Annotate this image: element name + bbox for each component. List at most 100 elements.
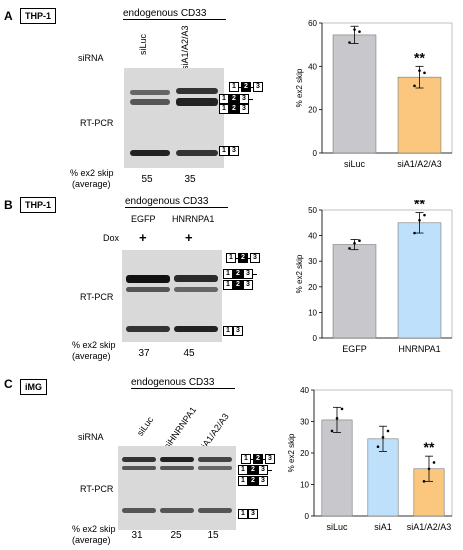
data-point: [335, 417, 339, 420]
data-point: [330, 429, 334, 433]
exon-diagram-skip-c: 1 3: [238, 509, 262, 519]
x-tick-label: HNRNPA1: [398, 344, 440, 354]
exon-diagram-full-b: 1 2 3: [226, 253, 260, 263]
y-tick-label: 40: [300, 386, 309, 395]
exon-diagram-variant2-c: 1 2 3: [238, 476, 272, 486]
data-point: [386, 429, 390, 433]
y-tick-label: 20: [308, 283, 317, 292]
exon-diagram-variant1-b: 1 2 3: [223, 269, 257, 279]
skip-value-c-1: 31: [131, 530, 143, 541]
exon-diagram-full-a: 1 2 3: [229, 82, 263, 92]
cell-label-c: iMG: [20, 379, 47, 395]
lane-label-b-2: HNRNPA1: [172, 214, 215, 224]
x-tick-label: EGFP: [342, 344, 367, 354]
y-tick-label: 30: [300, 418, 309, 427]
data-point: [418, 218, 421, 222]
y-tick-label: 60: [308, 19, 317, 28]
header-b: endogenous CD33: [125, 196, 228, 208]
exon-diagram-variant2-b: 1 2 3: [223, 280, 257, 290]
x-tick-label: siA1: [374, 522, 392, 532]
data-point: [413, 84, 416, 88]
skip-label-c-2: (average): [72, 535, 111, 545]
skip-value-b-2: 45: [183, 348, 195, 359]
skip-label-a-1: % ex2 skip: [70, 168, 114, 178]
y-tick-label: 30: [308, 257, 317, 266]
x-tick-label: siLuc: [344, 159, 366, 169]
gel-image-b: [122, 250, 222, 342]
y-tick-label: 40: [308, 62, 317, 71]
bar: [397, 222, 442, 339]
data-point: [353, 241, 356, 245]
y-tick-label: 20: [300, 449, 309, 458]
data-point: [381, 435, 385, 439]
y-tick-label: 20: [308, 106, 317, 115]
dox-mark-b-1: +: [139, 230, 147, 245]
skip-value-a-2: 35: [184, 174, 196, 185]
data-point: [348, 41, 351, 44]
row-label-b: Dox: [103, 233, 120, 243]
bar: [332, 244, 377, 339]
exon-diagram-skip-a: 1 3: [219, 146, 243, 156]
lane-label-c-1: siLuc: [135, 414, 156, 438]
bar: [321, 419, 353, 517]
header-c: endogenous CD33: [131, 377, 235, 389]
method-label-a: RT-PCR: [80, 118, 114, 128]
data-point: [422, 480, 426, 483]
exon-diagram-variant1-c: 1 2 3: [238, 465, 272, 475]
row-label-c: siRNA: [78, 432, 104, 442]
x-tick-label: siLuc: [326, 522, 348, 532]
y-tick-label: 50: [308, 206, 317, 215]
skip-value-c-3: 15: [207, 530, 219, 541]
skip-value-a-1: 55: [141, 174, 153, 185]
method-label-c: RT-PCR: [80, 484, 114, 494]
exon-diagram-skip-b: 1 3: [223, 326, 247, 336]
y-tick-label: 40: [308, 232, 317, 241]
skip-label-a-2: (average): [72, 179, 111, 189]
cell-label-b: THP-1: [20, 197, 57, 213]
data-point: [423, 213, 426, 217]
data-point: [348, 247, 351, 250]
data-point: [432, 461, 436, 464]
data-point: [427, 467, 431, 471]
gel-image-a: [124, 68, 224, 168]
bar-chart-c: 0 10 20 30 40 % ex2 skip siLuc siA1 ** siA1/A2/A3: [287, 386, 453, 532]
bar: [332, 34, 377, 154]
method-label-b: RT-PCR: [80, 292, 114, 302]
data-point: [376, 445, 380, 448]
data-point: [423, 71, 426, 75]
header-a: endogenous CD33: [123, 8, 226, 20]
data-point: [340, 407, 344, 411]
lane-label-c-2: siHNRNPA1: [162, 404, 199, 451]
x-tick-label: siA1/A2/A3: [397, 159, 442, 169]
significance-label: **: [414, 200, 425, 212]
x-tick-label: siA1/A2/A3: [407, 522, 452, 532]
skip-label-c-1: % ex2 skip: [72, 524, 116, 534]
y-tick-label: 10: [308, 308, 317, 317]
data-point: [358, 30, 361, 33]
exon-diagram-full-c: 1 2 3: [241, 454, 275, 464]
lane-label-a-1: siLuc: [138, 33, 148, 55]
skip-label-b-2: (average): [72, 351, 111, 361]
exon-diagram-variant2-a: 1 2 3: [219, 104, 253, 114]
y-tick-label: 0: [313, 149, 318, 158]
y-axis-label: % ex2 skip: [295, 68, 304, 107]
significance-label: **: [414, 49, 425, 65]
significance-label: **: [424, 439, 435, 455]
y-axis-label: % ex2 skip: [287, 433, 296, 472]
panel-letter-c: C: [4, 377, 13, 391]
skip-value-b-1: 37: [138, 348, 150, 359]
bar-chart-a: 0 20 40 60 % ex2 skip siLuc ** siA1/A2/A3: [295, 19, 453, 169]
data-point: [418, 69, 421, 72]
skip-label-b-1: % ex2 skip: [72, 340, 116, 350]
y-tick-label: 0: [313, 334, 318, 343]
bar-chart-b: 0 10 20 30 40 50 % ex2 skip EGFP ** HNRNPA1: [295, 200, 453, 354]
skip-value-c-2: 25: [170, 530, 182, 541]
row-label-a: siRNA: [78, 53, 104, 63]
data-point: [358, 239, 361, 243]
exon-diagram-variant1-a: 1 2 3: [219, 94, 253, 104]
data-point: [413, 231, 416, 235]
cell-label-a: THP-1: [20, 8, 57, 24]
y-tick-label: 10: [300, 481, 309, 490]
dox-mark-b-2: +: [185, 230, 193, 245]
panel-letter-b: B: [4, 198, 13, 212]
